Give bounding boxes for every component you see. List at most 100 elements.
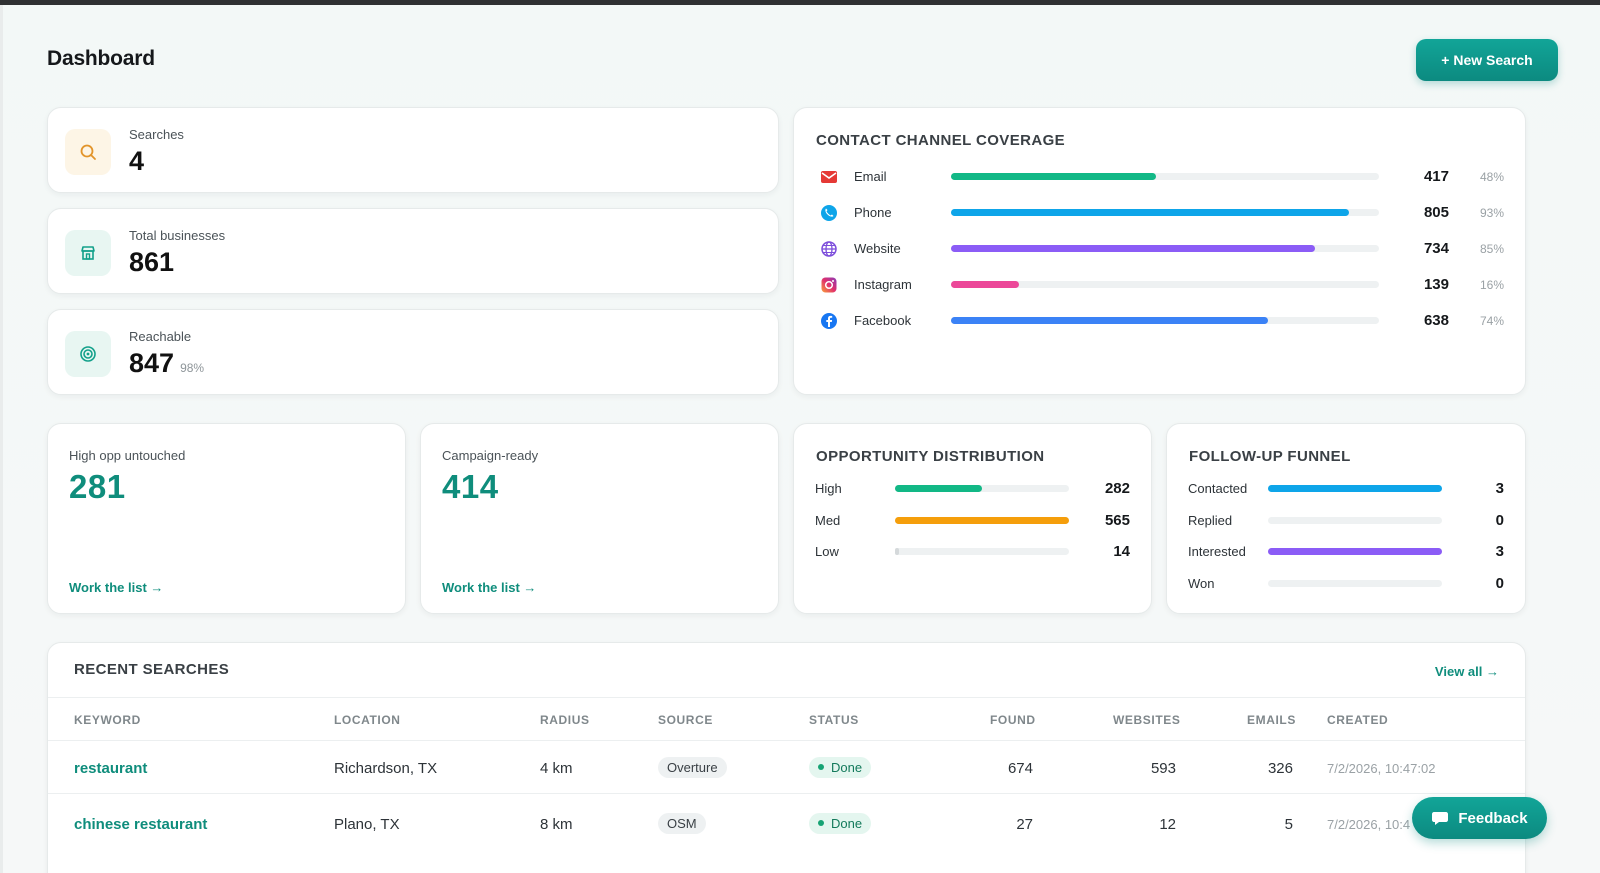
channel-name: Phone bbox=[854, 205, 892, 220]
status-text: Done bbox=[831, 816, 863, 831]
channel-track bbox=[951, 173, 1379, 180]
feedback-label: Feedback bbox=[1458, 809, 1528, 827]
opportunity-count: 14 bbox=[1113, 543, 1130, 560]
stat-label: Searches bbox=[129, 127, 184, 142]
stat-card-reachable: Reachable 847 98% bbox=[47, 309, 779, 395]
funnel-track bbox=[1268, 517, 1442, 524]
opportunity-row-high: High 282 bbox=[794, 479, 1151, 499]
feedback-button[interactable]: Feedback bbox=[1412, 797, 1547, 839]
column-header-location[interactable]: LOCATION bbox=[334, 713, 401, 727]
column-header-emails[interactable]: EMAILS bbox=[1247, 713, 1296, 727]
channel-percent: 85% bbox=[1479, 242, 1504, 256]
phone-icon bbox=[821, 205, 837, 221]
status-badge: Done bbox=[809, 813, 872, 834]
funnel-row-replied: Replied 0 bbox=[1167, 511, 1525, 531]
stat-value: 847 98% bbox=[129, 348, 204, 379]
funnel-track bbox=[1268, 580, 1442, 587]
channel-count: 139 bbox=[1423, 276, 1449, 293]
funnel-bar bbox=[1268, 548, 1442, 555]
stat-card-total-businesses: Total businesses 861 bbox=[47, 208, 779, 294]
campaign-ready-label: Campaign-ready bbox=[442, 448, 539, 463]
row-created: 7/2/2026, 10:4 bbox=[1327, 817, 1411, 832]
globe-icon bbox=[821, 241, 837, 257]
channel-name: Facebook bbox=[854, 313, 912, 328]
row-created: 7/2/2026, 10:47:02 bbox=[1327, 761, 1436, 776]
channel-row-phone: Phone 805 93% bbox=[794, 203, 1525, 223]
row-keyword[interactable]: restaurant bbox=[74, 760, 148, 777]
channel-row-facebook: Facebook 638 74% bbox=[794, 311, 1525, 331]
funnel-row-contacted: Contacted 3 bbox=[1167, 479, 1525, 499]
column-header-found[interactable]: FOUND bbox=[990, 713, 1036, 727]
store-icon bbox=[65, 230, 111, 276]
high-opp-card: High opp untouched 281 Work the list → bbox=[47, 423, 406, 614]
opportunity-row-med: Med 565 bbox=[794, 511, 1151, 531]
top-bar bbox=[0, 0, 1600, 5]
row-keyword[interactable]: chinese restaurant bbox=[74, 816, 208, 833]
channel-percent: 93% bbox=[1479, 206, 1504, 220]
stat-label: Reachable bbox=[129, 329, 192, 344]
follow-up-funnel-card: FOLLOW-UP FUNNEL Contacted 3 Replied 0 I… bbox=[1166, 423, 1526, 614]
column-header-created[interactable]: CREATED bbox=[1327, 713, 1389, 727]
column-header-radius[interactable]: RADIUS bbox=[540, 713, 590, 727]
new-search-button[interactable]: + New Search bbox=[1416, 39, 1558, 81]
channel-count: 734 bbox=[1423, 240, 1449, 257]
funnel-count: 3 bbox=[1495, 543, 1504, 560]
opportunity-count: 565 bbox=[1104, 512, 1130, 529]
table-divider bbox=[48, 740, 1525, 741]
stat-value-number: 847 bbox=[129, 348, 175, 378]
channel-name: Instagram bbox=[854, 277, 912, 292]
opportunity-track bbox=[895, 485, 1069, 492]
opportunity-distribution-card: OPPORTUNITY DISTRIBUTION High 282 Med 56… bbox=[793, 423, 1152, 614]
funnel-count: 3 bbox=[1495, 480, 1504, 497]
stat-sub: 98% bbox=[180, 361, 205, 375]
channel-bar bbox=[951, 317, 1268, 324]
funnel-count: 0 bbox=[1495, 512, 1504, 529]
funnel-name: Contacted bbox=[1188, 481, 1248, 496]
channel-count: 417 bbox=[1423, 168, 1449, 185]
channel-count: 638 bbox=[1423, 312, 1449, 329]
column-header-status[interactable]: STATUS bbox=[809, 713, 859, 727]
row-radius: 4 km bbox=[540, 760, 573, 777]
funnel-track bbox=[1268, 485, 1442, 492]
stat-label: Total businesses bbox=[129, 228, 226, 243]
column-header-websites[interactable]: WEBSITES bbox=[1113, 713, 1181, 727]
view-all-link[interactable]: View all → bbox=[1434, 664, 1499, 679]
stat-value: 4 bbox=[129, 146, 145, 176]
funnel-row-won: Won 0 bbox=[1167, 574, 1525, 594]
section-title: RECENT SEARCHES bbox=[74, 661, 230, 678]
row-location: Richardson, TX bbox=[334, 760, 438, 777]
stat-card-searches: Searches 4 bbox=[47, 107, 779, 193]
funnel-name: Replied bbox=[1188, 513, 1233, 528]
row-found: 674 bbox=[1007, 760, 1033, 777]
channel-bar bbox=[951, 281, 1020, 288]
channel-row-email: Email 417 48% bbox=[794, 167, 1525, 187]
channel-percent: 48% bbox=[1479, 170, 1504, 184]
left-edge bbox=[0, 5, 3, 873]
channel-bar bbox=[951, 245, 1315, 252]
work-the-list-link[interactable]: Work the list → bbox=[442, 580, 537, 595]
status-text: Done bbox=[831, 760, 863, 775]
row-found: 27 bbox=[1016, 816, 1033, 833]
funnel-count: 0 bbox=[1495, 575, 1504, 592]
recent-searches-card: RECENT SEARCHES View all → KEYWORD LOCAT… bbox=[47, 642, 1526, 873]
opportunity-track bbox=[895, 517, 1069, 524]
channel-bar bbox=[951, 173, 1157, 180]
channel-count: 805 bbox=[1423, 204, 1449, 221]
channel-track bbox=[951, 281, 1379, 288]
section-title: FOLLOW-UP FUNNEL bbox=[1189, 448, 1351, 465]
channel-bar bbox=[951, 209, 1350, 216]
search-icon bbox=[65, 129, 111, 175]
work-the-list-link[interactable]: Work the list → bbox=[69, 580, 164, 595]
funnel-row-interested: Interested 3 bbox=[1167, 542, 1525, 562]
source-badge: Overture bbox=[658, 757, 727, 778]
section-title: CONTACT CHANNEL COVERAGE bbox=[816, 132, 1066, 149]
channel-percent: 74% bbox=[1479, 314, 1504, 328]
row-emails: 326 bbox=[1267, 760, 1293, 777]
table-divider bbox=[48, 793, 1525, 794]
row-radius: 8 km bbox=[540, 816, 573, 833]
target-icon bbox=[65, 331, 111, 377]
column-header-keyword[interactable]: KEYWORD bbox=[74, 713, 141, 727]
column-header-source[interactable]: SOURCE bbox=[658, 713, 713, 727]
funnel-name: Interested bbox=[1188, 544, 1246, 559]
contact-channel-card: CONTACT CHANNEL COVERAGE Email 417 48% P… bbox=[793, 107, 1526, 395]
